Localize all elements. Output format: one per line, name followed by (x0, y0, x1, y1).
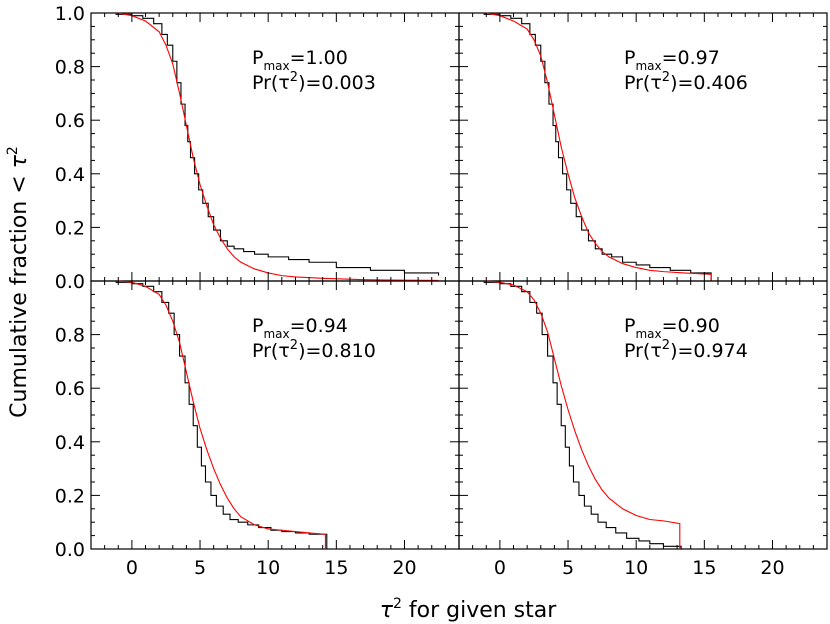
x-tick-label: 0 (126, 557, 138, 579)
y-tick-label: 0.0 (55, 539, 85, 561)
panel-frame (90, 12, 460, 282)
y-tick-label: 0.4 (55, 432, 85, 454)
pmax-annotation: Pmax=0.94 (252, 315, 348, 341)
x-tick-label: 10 (624, 557, 648, 579)
x-tick-label: 5 (562, 557, 574, 579)
x-tick-label: 15 (692, 557, 716, 579)
panel-frame (458, 12, 828, 282)
model-curve-line (486, 280, 681, 549)
pmax-annotation: Pmax=1.00 (252, 47, 348, 73)
panel-frame (458, 280, 828, 550)
x-tick-label: 20 (760, 557, 784, 579)
panel-frame (90, 280, 460, 550)
probability-annotation: Pr(τ2)=0.974 (624, 338, 748, 362)
probability-annotation: Pr(τ2)=0.406 (624, 70, 748, 94)
x-tick-label: 5 (194, 557, 206, 579)
x-tick-label: 0 (494, 557, 506, 579)
y-tick-label: 0.8 (55, 325, 85, 347)
pmax-annotation: Pmax=0.90 (624, 315, 720, 341)
y-tick-label: 0.2 (55, 217, 85, 239)
x-tick-label: 10 (256, 557, 280, 579)
observed-step-line (483, 281, 682, 549)
y-tick-label: 0.8 (55, 57, 85, 79)
y-tick-label: 0.2 (55, 485, 85, 507)
y-axis-title: Cumulative fraction < τ2 (5, 146, 32, 418)
tick-labels: 0.0 0.2 0.4 0.6 0.8 1.0 0 5 10 15 20 0.0 0.2 0.4 0.6 0.… (55, 3, 785, 579)
probability-annotation: Pr(τ2)=0.810 (252, 338, 376, 362)
tick-marks (91, 12, 827, 550)
x-tick-label: 20 (392, 557, 416, 579)
x-axis-title: τ2 for given star (380, 596, 558, 623)
x-tick-label: 15 (324, 557, 348, 579)
observed-step-line (115, 13, 440, 276)
y-tick-label: 1.0 (55, 3, 85, 25)
y-tick-label: 0.6 (55, 378, 85, 400)
model-curve-line (118, 12, 439, 282)
y-tick-label: 0.6 (55, 110, 85, 132)
probability-annotation: Pr(τ2)=0.003 (252, 70, 376, 94)
model-curve-line (486, 12, 712, 281)
y-tick-label: 0.4 (55, 164, 85, 186)
model-curve-line (118, 280, 326, 549)
y-tick-label: 0.0 (55, 271, 85, 293)
observed-step-line (483, 13, 712, 281)
pmax-annotation: Pmax=0.97 (624, 47, 720, 73)
